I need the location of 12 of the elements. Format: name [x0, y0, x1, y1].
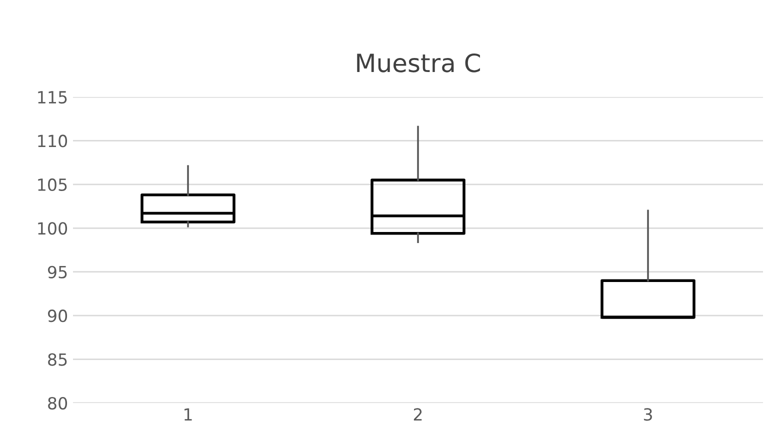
y-tick-label: 115 [38, 91, 67, 104]
y-tick-label: 105 [38, 178, 67, 191]
x-tick-label: 3 [644, 408, 652, 421]
y-tick-label: 100 [38, 222, 68, 235]
x-tick-label: 1 [184, 408, 192, 421]
x-tick-label: 2 [414, 408, 422, 421]
y-tick-label: 110 [38, 134, 68, 148]
y-tick-label: 85 [48, 353, 67, 366]
y-tick-label: 80 [48, 396, 68, 410]
y-tick-label: 95 [48, 266, 67, 278]
chart-title: Muestra C [357, 53, 480, 72]
y-tick-label: 90 [48, 310, 68, 322]
